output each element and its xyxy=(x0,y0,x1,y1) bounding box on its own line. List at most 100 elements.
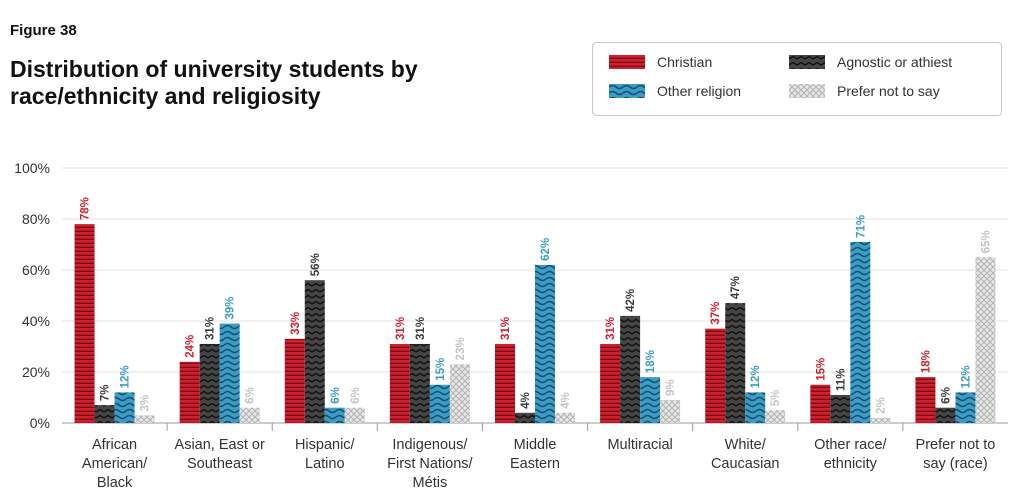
x-category-label: Other race/ethnicity xyxy=(814,437,887,472)
figure-label: Figure 38 xyxy=(10,22,77,39)
data-label-agnostic: 31% xyxy=(205,317,217,340)
legend-label-prefer-not: Prefer not to say xyxy=(837,83,940,99)
x-category-label-line: First Nations/ xyxy=(387,456,473,472)
chart-legend: Christian Agnostic or athiest Other reli… xyxy=(592,42,1002,116)
x-category-label-line: Eastern xyxy=(510,456,560,472)
bar-prefer-not xyxy=(555,412,575,423)
data-label-agnostic: 56% xyxy=(310,253,322,276)
data-label-christian: 31% xyxy=(605,317,617,340)
x-category-label: Hispanic/Latino xyxy=(295,437,356,472)
bar-other-religion xyxy=(745,392,766,423)
legend-item-christian: Christian xyxy=(609,54,712,70)
data-label-prefer-not: 6% xyxy=(245,387,257,404)
bar-other-religion xyxy=(640,377,661,423)
data-label-prefer-not: 9% xyxy=(665,379,677,396)
x-category-label: African American/Black xyxy=(82,437,148,491)
legend-label-christian: Christian xyxy=(657,54,713,70)
x-category-label-line: Black xyxy=(97,475,133,491)
data-label-agnostic: 6% xyxy=(940,387,952,404)
bar-christian xyxy=(179,361,200,423)
x-category-label-line: ethnicity xyxy=(824,456,878,472)
bar-prefer-not xyxy=(660,400,681,423)
data-label-prefer-not: 6% xyxy=(350,387,362,404)
bar-prefer-not xyxy=(765,410,786,423)
bar-prefer-not xyxy=(239,407,260,423)
bar-other-religion xyxy=(324,407,345,423)
legend-item-agnostic: Agnostic or athiest xyxy=(789,54,952,70)
bar-other-religion xyxy=(219,323,240,423)
data-label-christian: 37% xyxy=(710,302,722,325)
data-label-christian: 31% xyxy=(395,317,407,340)
bar-agnostic xyxy=(199,343,220,423)
x-category-label-line: White/ xyxy=(725,437,767,453)
legend-item-prefer-not: Prefer not to say xyxy=(789,83,940,99)
bar-other-religion xyxy=(850,241,871,423)
y-tick-label: 60% xyxy=(22,262,50,278)
x-category-label-line: Métis xyxy=(413,475,448,491)
y-tick-label: 20% xyxy=(22,364,50,380)
x-category-label-line: Middle xyxy=(514,437,557,453)
data-label-christian: 31% xyxy=(500,317,512,340)
bar-agnostic xyxy=(935,407,956,423)
bar-agnostic xyxy=(830,394,851,423)
bar-agnostic xyxy=(304,280,325,423)
x-category-label: Middle Eastern xyxy=(510,437,560,472)
data-label-prefer-not: 5% xyxy=(770,390,782,407)
legend-swatch-christian xyxy=(609,55,645,69)
x-category-label-line: American/ xyxy=(82,456,148,472)
data-label-prefer-not: 2% xyxy=(875,397,887,414)
legend-swatch-other-religion xyxy=(609,84,645,98)
x-category-label: Asian, East or Southeast xyxy=(175,437,265,472)
y-tick-label: 0% xyxy=(30,415,50,431)
bar-prefer-not xyxy=(449,364,470,423)
x-category-label-line: Multiracial xyxy=(607,437,672,453)
data-label-christian: 24% xyxy=(185,335,197,358)
bar-christian xyxy=(810,384,831,423)
x-category-label-line: Indigenous/ xyxy=(392,437,468,453)
data-label-other-religion: 12% xyxy=(750,365,762,388)
x-category-label-line: African xyxy=(92,437,137,453)
chart-title: Distribution of university students by r… xyxy=(10,56,418,109)
bar-other-religion xyxy=(429,384,450,423)
data-label-christian: 15% xyxy=(815,358,827,381)
bar-other-religion xyxy=(535,264,555,423)
x-category-label: Multiracial xyxy=(607,437,672,453)
data-label-agnostic: 31% xyxy=(415,317,427,340)
bar-christian xyxy=(74,224,95,423)
x-category-label-line: Asian, East or xyxy=(175,437,265,453)
x-axis-categories: African American/Black Asian, East or South… xyxy=(82,437,995,491)
data-label-christian: 33% xyxy=(290,312,302,335)
bar-agnostic xyxy=(620,315,641,423)
bar-agnostic xyxy=(94,405,115,423)
x-category-label-line: Hispanic/ xyxy=(295,437,356,453)
x-category-label-line: Caucasian xyxy=(711,456,780,472)
x-category-label: White/Caucasian xyxy=(711,437,780,472)
x-category-label-line: Prefer not to xyxy=(916,437,996,453)
data-label-other-religion: 39% xyxy=(225,297,237,320)
data-label-other-religion: 15% xyxy=(435,358,447,381)
y-axis-ticks: 0% 20% 40% 60% 80% 100% xyxy=(14,160,50,431)
bar-other-religion xyxy=(114,392,135,423)
data-label-agnostic: 11% xyxy=(835,369,847,391)
x-category-label-line: say (race) xyxy=(923,456,987,472)
bars xyxy=(74,224,996,423)
legend-item-other-religion: Other religion xyxy=(609,83,741,99)
y-tick-label: 100% xyxy=(14,160,50,176)
bar-agnostic xyxy=(409,343,430,423)
bar-prefer-not xyxy=(975,257,996,423)
bar-christian xyxy=(705,328,726,423)
bar-prefer-not xyxy=(344,407,365,423)
legend-label-agnostic: Agnostic or athiest xyxy=(837,54,953,70)
x-category-label: Prefer not to say (race) xyxy=(916,437,996,472)
data-labels: 78% 7% 12% 3% 24% 31% 39% 6% 33% 56% 6% 6% 31% 31% 15%… xyxy=(80,197,993,414)
bar-prefer-not xyxy=(134,415,155,423)
bar-agnostic xyxy=(725,303,746,423)
bar-christian xyxy=(284,338,305,423)
legend-swatch-agnostic xyxy=(789,55,825,69)
bar-christian xyxy=(600,343,621,423)
x-category-label-line: Latino xyxy=(305,456,345,472)
x-category-label: Indigenous/First Nations/Métis xyxy=(387,437,473,491)
bar-prefer-not xyxy=(870,417,891,423)
data-label-agnostic: 4% xyxy=(520,392,532,409)
